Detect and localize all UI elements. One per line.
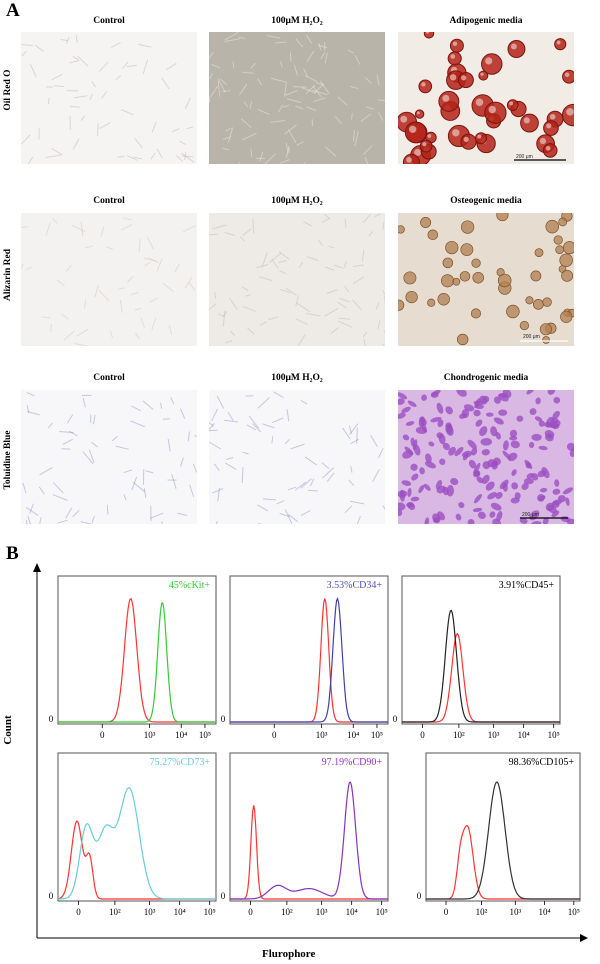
tick-label: 0 [444,907,449,917]
histogram-frame [229,752,389,902]
histogram-label: 3.53%CD34+ [327,580,383,591]
histogram-label: 97.19%CD90+ [322,757,383,768]
histogram-frame [401,575,561,725]
histogram-label: 75.27%CD73+ [150,757,211,768]
tick-label: 10⁴ [346,907,358,917]
tick-label: 10⁴ [518,730,530,740]
histogram-curve [58,602,216,723]
tick-label: 10² [109,907,121,917]
histogram-2: 3.53%CD34+ 0 10³ 10⁴ 10⁵ 0 [221,575,389,740]
y-zero-label: 0 [49,714,54,724]
histogram-curve [230,596,388,723]
col-title-h2o2-row3: 100μM H₂O₂ [271,373,323,383]
x-axis-title: Flurophore [262,948,316,960]
tick-label: 0 [272,730,277,740]
col-title-adipogenic: Adipogenic media [449,16,523,26]
histogram-label: 3.91%CD45+ [499,580,555,591]
col-title-control-row3: Control [93,373,125,383]
col-title-h2o2-row2: 100μM H₂O₂ [271,196,323,206]
tick-label: 10⁵ [199,730,211,740]
row-label-alizarin: Alizarin Red [3,249,13,301]
histogram-6: 98.36%CD105+ 0 10² 10³ 10⁴ 10⁵ 0 [417,752,581,917]
histogram-frame [229,575,389,725]
flow-histograms: 45%cKit+ 0 10³ 10⁴ 10⁵ 0 3.53%CD34+ 0 10³ 10⁴ 10⁵ 0… [49,575,581,917]
histogram-frame [425,752,581,902]
histogram-curve [230,805,388,900]
panel-b-letter: B [6,543,19,564]
scalebar-adipogenic: 200 μm [516,154,533,160]
y-zero-label: 0 [49,891,54,901]
col-title-chondrogenic: Chondrogenic media [443,373,529,383]
tick-label: 0 [76,907,81,917]
histogram-label: 98.36%CD105+ [509,757,575,768]
tick-label: 10⁵ [376,907,388,917]
y-zero-label: 0 [393,714,398,724]
tick-label: 0 [100,730,105,740]
micro-chondrogenic: 200 μm [398,390,574,524]
micro-adipogenic: 200 μm [398,32,574,164]
histogram-label: 45%cKit+ [169,580,211,591]
histogram-4: 75.27%CD73+ 0 10² 10³ 10⁴ 10⁵ 0 [49,752,217,917]
tick-label: 10³ [144,907,156,917]
tick-label: 10² [476,907,488,917]
y-zero-label: 0 [221,891,226,901]
tick-label: 10³ [488,730,500,740]
histogram-curve [58,787,216,900]
histogram-1: 45%cKit+ 0 10³ 10⁴ 10⁵ 0 [49,575,217,740]
tick-label: 10⁵ [204,907,216,917]
tick-label: 10⁴ [175,730,187,740]
micro-osteogenic: 200 μm [398,213,574,346]
tick-label: 10³ [509,907,521,917]
tick-label: 0 [420,730,425,740]
histogram-curve [230,781,388,900]
micro-h2o2-toluidine [209,390,385,524]
histogram-curve [402,609,560,723]
tick-label: 10³ [144,730,156,740]
tick-label: 0 [248,907,253,917]
histogram-5: 97.19%CD90+ 0 10² 10³ 10⁴ 10⁵ 0 [221,752,389,917]
histogram-curve [426,781,580,900]
tick-label: 10⁵ [371,730,383,740]
tick-label: 10⁴ [347,730,359,740]
tick-label: 10³ [316,907,328,917]
micro-control-toluidine [21,390,197,524]
histogram-3: 3.91%CD45+ 0 10² 10³ 10⁴ 10⁵ 0 [393,575,561,740]
col-title-control-row2: Control [93,196,125,206]
micro-control-oilred [21,32,197,164]
histogram-frame [57,752,217,902]
scalebar-chondrogenic: 200 μm [522,512,539,518]
row-label-toluidine: Toluidine Blue [3,430,13,490]
micro-h2o2-alizarin [209,213,385,346]
col-title-control-row1: Control [93,16,125,26]
panel-a-letter: A [6,0,20,21]
micro-control-alizarin [21,213,197,346]
micro-h2o2-oilred [209,32,385,164]
tick-label: 10² [453,730,465,740]
panel-b-outer-axes [33,563,588,942]
tick-label: 10⁵ [548,730,560,740]
tick-label: 10³ [316,730,328,740]
scalebar-osteogenic: 200 μm [523,334,540,340]
tick-label: 10⁴ [539,907,551,917]
tick-label: 10⁴ [174,907,186,917]
tick-label: 10⁵ [568,907,580,917]
y-zero-label: 0 [417,891,422,901]
col-title-osteogenic: Osteogenic media [450,196,522,206]
y-zero-label: 0 [221,714,226,724]
row-label-oil-red: Oil Red O [3,69,13,111]
tick-label: 10² [281,907,293,917]
col-title-h2o2-row1: 100μM H₂O₂ [271,16,323,26]
